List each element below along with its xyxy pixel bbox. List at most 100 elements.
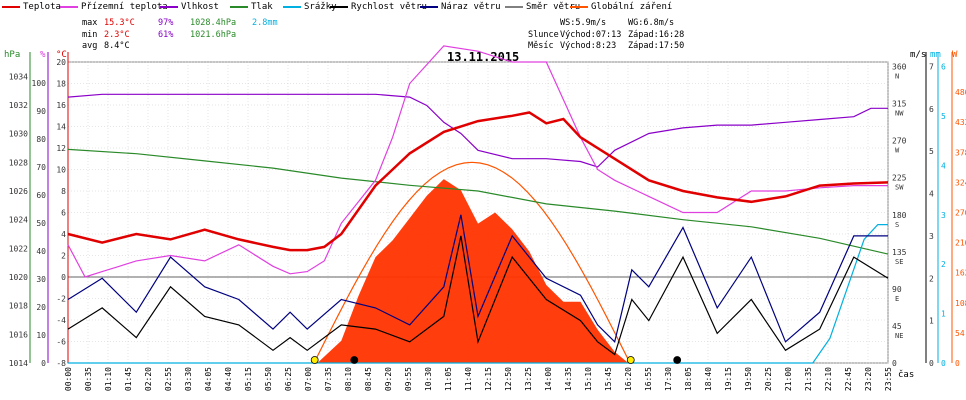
- w-axis-tick: 162: [955, 269, 966, 278]
- pct-axis-tick: 70: [36, 163, 46, 172]
- stats-max-label: max: [82, 18, 98, 28]
- x-tick-label: 12:15: [484, 367, 493, 391]
- c-axis-tick: -2: [56, 295, 66, 304]
- dir-tick: 90: [892, 285, 902, 294]
- legend-swatch: [505, 5, 523, 8]
- mm-axis-tick: 3: [941, 211, 946, 220]
- stats-sun-label: Slunce: [528, 30, 559, 40]
- x-tick-label: 03:30: [184, 367, 193, 391]
- stats-min-label: min: [82, 30, 98, 40]
- stats-avg-temp: 8.4°C: [104, 41, 130, 51]
- c-axis-tick: 18: [56, 80, 66, 89]
- pct-axis-tick: 100: [32, 79, 47, 88]
- x-tick-label: 00:00: [64, 367, 73, 391]
- x-tick-label: 22:10: [824, 367, 833, 391]
- hpa-axis-tick: 1024: [9, 216, 28, 225]
- w-axis-tick: 378: [955, 148, 966, 157]
- legend-item: Globální záření: [570, 2, 672, 12]
- w-axis-tick: 432: [955, 118, 966, 127]
- mm-axis-tick: 1: [941, 310, 946, 319]
- dir-tick: 0: [892, 359, 897, 368]
- series-rychlost-větru: [67, 235, 889, 356]
- dir-tick-label: S: [895, 221, 899, 229]
- pct-axis-tick: 0: [41, 359, 46, 368]
- dir-tick-label: NE: [895, 332, 903, 340]
- w-axis-tick: 270: [955, 209, 966, 218]
- legend-label: Vlhkost: [181, 2, 219, 12]
- x-tick-label: 02:55: [164, 367, 173, 391]
- c-axis-tick: -8: [56, 359, 66, 368]
- x-tick-label: 07:35: [324, 367, 333, 391]
- stats-moon-set: Západ:17:50: [628, 41, 685, 51]
- hpa-axis-tick: 1018: [9, 302, 28, 311]
- ms-axis-tick: 0: [929, 359, 934, 368]
- x-tick-label: 08:45: [364, 367, 373, 391]
- hpa-axis-tick: 1030: [9, 130, 28, 139]
- x-tick-label: 01:10: [104, 367, 113, 391]
- x-tick-label: 02:20: [144, 367, 153, 391]
- x-tick-label: 04:05: [204, 367, 213, 391]
- legend-item: Rychlost větru: [330, 2, 427, 12]
- x-tick-label: 04:40: [224, 367, 233, 391]
- legend-item: Teplota: [2, 2, 61, 12]
- c-unit: °C: [56, 50, 67, 60]
- stats-moon-rise: Východ:8:23: [560, 41, 617, 51]
- c-axis-tick: 8: [61, 187, 66, 196]
- x-tick-label: 19:50: [744, 367, 753, 391]
- c-axis-tick: 6: [61, 209, 66, 218]
- x-tick-label: 18:40: [704, 367, 713, 391]
- stats-max-hum: 97%: [158, 18, 174, 28]
- c-axis-tick: -6: [56, 338, 66, 347]
- stats-moon-label: Měsíc: [528, 41, 554, 51]
- c-axis-tick: 12: [56, 144, 66, 153]
- x-tick-label: 01:45: [124, 367, 133, 391]
- dir-tick-label: NW: [895, 110, 904, 118]
- x-tick-label: 05:50: [264, 367, 273, 391]
- dir-tick: 360: [892, 63, 907, 72]
- c-axis-tick: 20: [56, 58, 66, 67]
- series-srážky: [68, 224, 888, 364]
- dir-tick-label: SW: [895, 184, 904, 192]
- legend-swatch: [160, 5, 178, 8]
- x-tick-label: 09:20: [384, 367, 393, 391]
- legend-label: Směr větru: [526, 2, 581, 12]
- pct-axis-tick: 10: [36, 331, 46, 340]
- legend-item: Srážky: [283, 2, 337, 12]
- mm-axis-tick: 5: [941, 112, 946, 121]
- ms-unit: m/s: [910, 50, 926, 60]
- ms-axis-tick: 7: [929, 63, 934, 72]
- stats-min-temp: 2.3°C: [104, 30, 130, 40]
- x-tick-label: 19:15: [724, 367, 733, 391]
- x-tick-label: 11:05: [444, 367, 453, 391]
- legend-label: Náraz větru: [441, 2, 501, 12]
- dir-tick: 180: [892, 211, 907, 220]
- x-tick-label: 08:10: [344, 367, 353, 391]
- w-axis-tick: 324: [955, 178, 966, 187]
- chart-title: 13.11.2015: [447, 50, 520, 64]
- x-tick-label: 20:25: [764, 367, 773, 391]
- hpa-unit: hPa: [4, 50, 20, 60]
- legend-item: Přízemní teplota: [60, 2, 168, 12]
- pct-unit: %: [40, 50, 46, 60]
- c-axis-tick: 16: [56, 101, 66, 110]
- stats-sun-rise: Východ:07:13: [560, 30, 622, 40]
- hpa-axis-tick: 1032: [9, 101, 28, 110]
- dir-tick-label: W: [895, 147, 900, 155]
- w-axis-tick: 0: [955, 359, 960, 368]
- legend-label: Rychlost větru: [351, 2, 427, 12]
- time-unit: čas: [898, 369, 914, 380]
- x-tick-label: 16:20: [624, 367, 633, 391]
- moonset-marker: [673, 356, 682, 364]
- x-tick-label: 23:55: [884, 367, 893, 391]
- mm-axis-tick: 0: [941, 359, 946, 368]
- legend-item: Tlak: [230, 2, 273, 12]
- dir-tick: 135: [892, 248, 907, 257]
- x-tick-label: 09:55: [404, 367, 413, 391]
- mm-axis-tick: 4: [941, 161, 946, 170]
- dir-tick: 225: [892, 174, 907, 183]
- legend-label: Globální záření: [591, 2, 673, 12]
- w-axis-tick: 54: [955, 329, 965, 338]
- hpa-axis-tick: 1014: [9, 359, 28, 368]
- pct-axis-tick: 50: [36, 219, 46, 228]
